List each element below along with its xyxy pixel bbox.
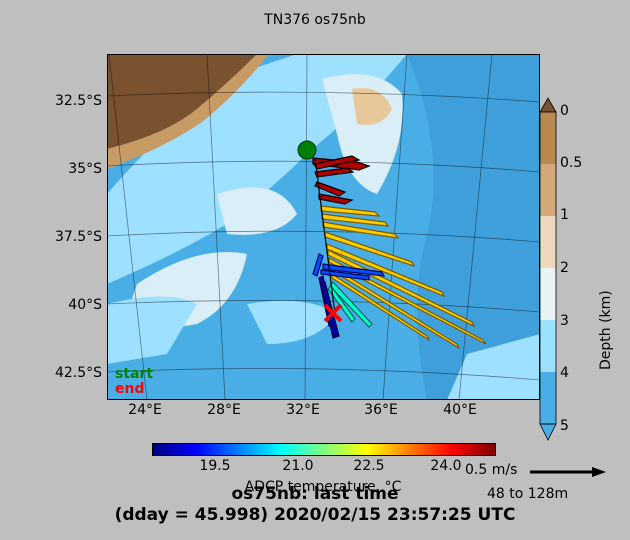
footer-title: os75nb: last time: [231, 484, 399, 504]
depth-colorbar: [539, 97, 557, 441]
land-africa: [107, 54, 257, 149]
plateau-shallow: [352, 88, 392, 125]
footer-timestamp: (dday = 45.998) 2020/02/15 23:57:25 UTC: [114, 505, 516, 525]
lon-label: 28°E: [207, 402, 241, 418]
temp-tick: 19.5: [199, 458, 231, 474]
lon-label: 40°E: [443, 402, 477, 418]
end-marker: [323, 303, 343, 323]
shallow-patch-2: [217, 187, 297, 235]
shelf-center: [247, 300, 337, 344]
temp-tick: 21.0: [282, 458, 314, 474]
lat-label: 35°S: [68, 161, 102, 177]
lon-label: 32°E: [286, 402, 320, 418]
temperature-colorbar: [152, 443, 496, 456]
depth-range-label: 48 to 128m: [487, 486, 569, 502]
depth-tick: 4: [560, 365, 569, 381]
depth-tick: 2: [560, 260, 569, 276]
shelf-southeast: [447, 334, 540, 400]
temperature-colorbar-label: ADCP temperature, °C: [244, 479, 402, 495]
lat-label: 32.5°S: [54, 93, 102, 109]
lat-label: 37.5°S: [54, 229, 102, 245]
lon-label: 36°E: [364, 402, 398, 418]
start-marker: [297, 140, 317, 160]
scale-arrow-icon: [530, 467, 606, 477]
temp-tick: 24.0: [430, 458, 462, 474]
temp-tick: 22.5: [353, 458, 385, 474]
depth-tick: 5: [560, 418, 569, 434]
plot-title: TN376 os75nb: [264, 12, 366, 28]
legend-end: end: [115, 381, 145, 397]
map-frame: [107, 54, 540, 400]
lon-label: 24°E: [128, 402, 162, 418]
depth-tick: 1: [560, 207, 569, 223]
legend-start: start: [115, 366, 154, 382]
shelf-south: [107, 296, 197, 364]
adcp-vectors: [312, 155, 487, 350]
map-panel: [107, 54, 540, 400]
depth-tick: 0.5: [560, 155, 583, 171]
vector-scale-label: 0.5 m/s: [465, 462, 518, 478]
coastal-land: [107, 54, 269, 169]
depth-colorbar-label: Depth (km): [598, 290, 614, 370]
lat-label: 40°S: [68, 297, 102, 313]
lat-label: 42.5°S: [54, 365, 102, 381]
depth-tick: 3: [560, 313, 569, 329]
deep-ocean-region: [407, 54, 540, 400]
depth-tick: 0: [560, 103, 569, 119]
